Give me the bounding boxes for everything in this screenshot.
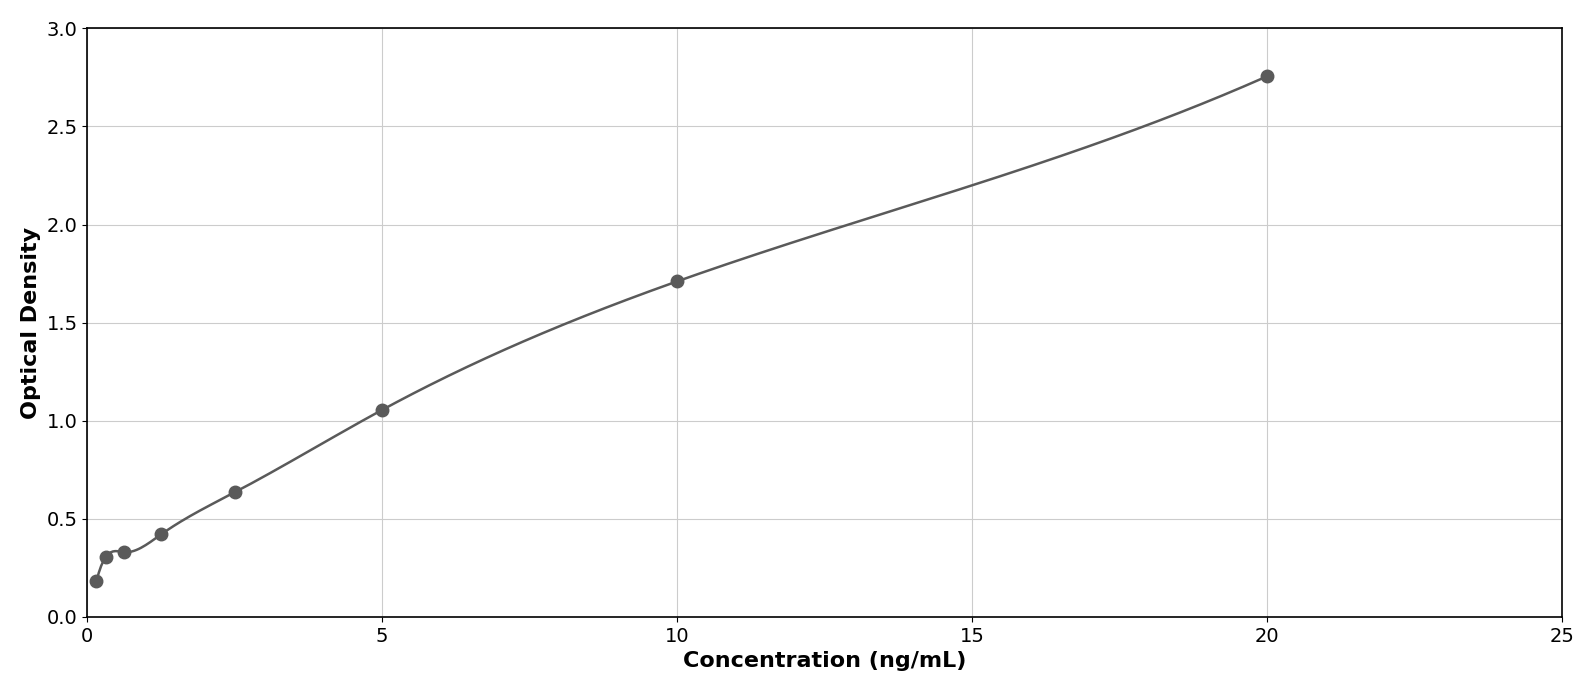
Point bbox=[222, 486, 247, 498]
Point bbox=[370, 404, 396, 415]
Point bbox=[1254, 71, 1279, 82]
Y-axis label: Optical Density: Optical Density bbox=[21, 226, 41, 419]
Point bbox=[93, 552, 118, 563]
Point bbox=[112, 547, 137, 558]
X-axis label: Concentration (ng/mL): Concentration (ng/mL) bbox=[683, 651, 967, 671]
Point bbox=[83, 576, 108, 587]
Point bbox=[148, 529, 174, 540]
Point bbox=[664, 276, 689, 287]
